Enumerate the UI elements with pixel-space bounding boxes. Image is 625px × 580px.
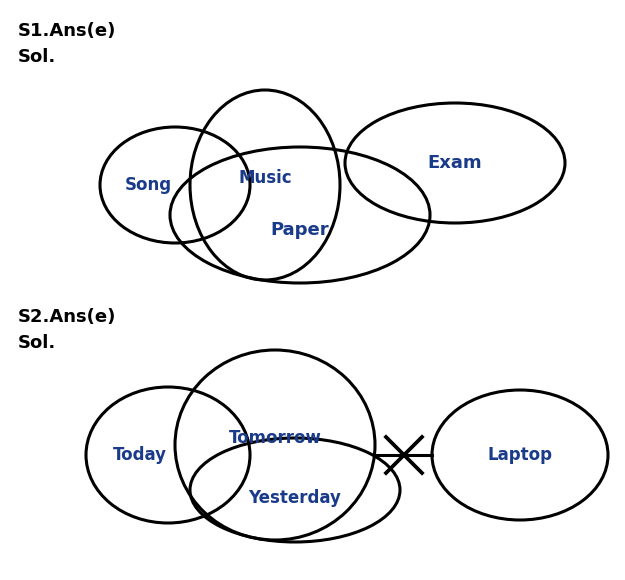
Text: Music: Music [238,169,292,187]
Text: Exam: Exam [428,154,483,172]
Text: Today: Today [113,446,167,464]
Text: Paper: Paper [271,221,329,239]
Text: S1.Ans(e): S1.Ans(e) [18,22,116,40]
Text: Sol.: Sol. [18,334,56,352]
Text: Song: Song [124,176,171,194]
Text: S2.Ans(e): S2.Ans(e) [18,308,116,326]
Text: Tomorrow: Tomorrow [229,429,321,447]
Text: Yesterday: Yesterday [249,489,341,507]
Text: Sol.: Sol. [18,48,56,66]
Text: Laptop: Laptop [488,446,552,464]
